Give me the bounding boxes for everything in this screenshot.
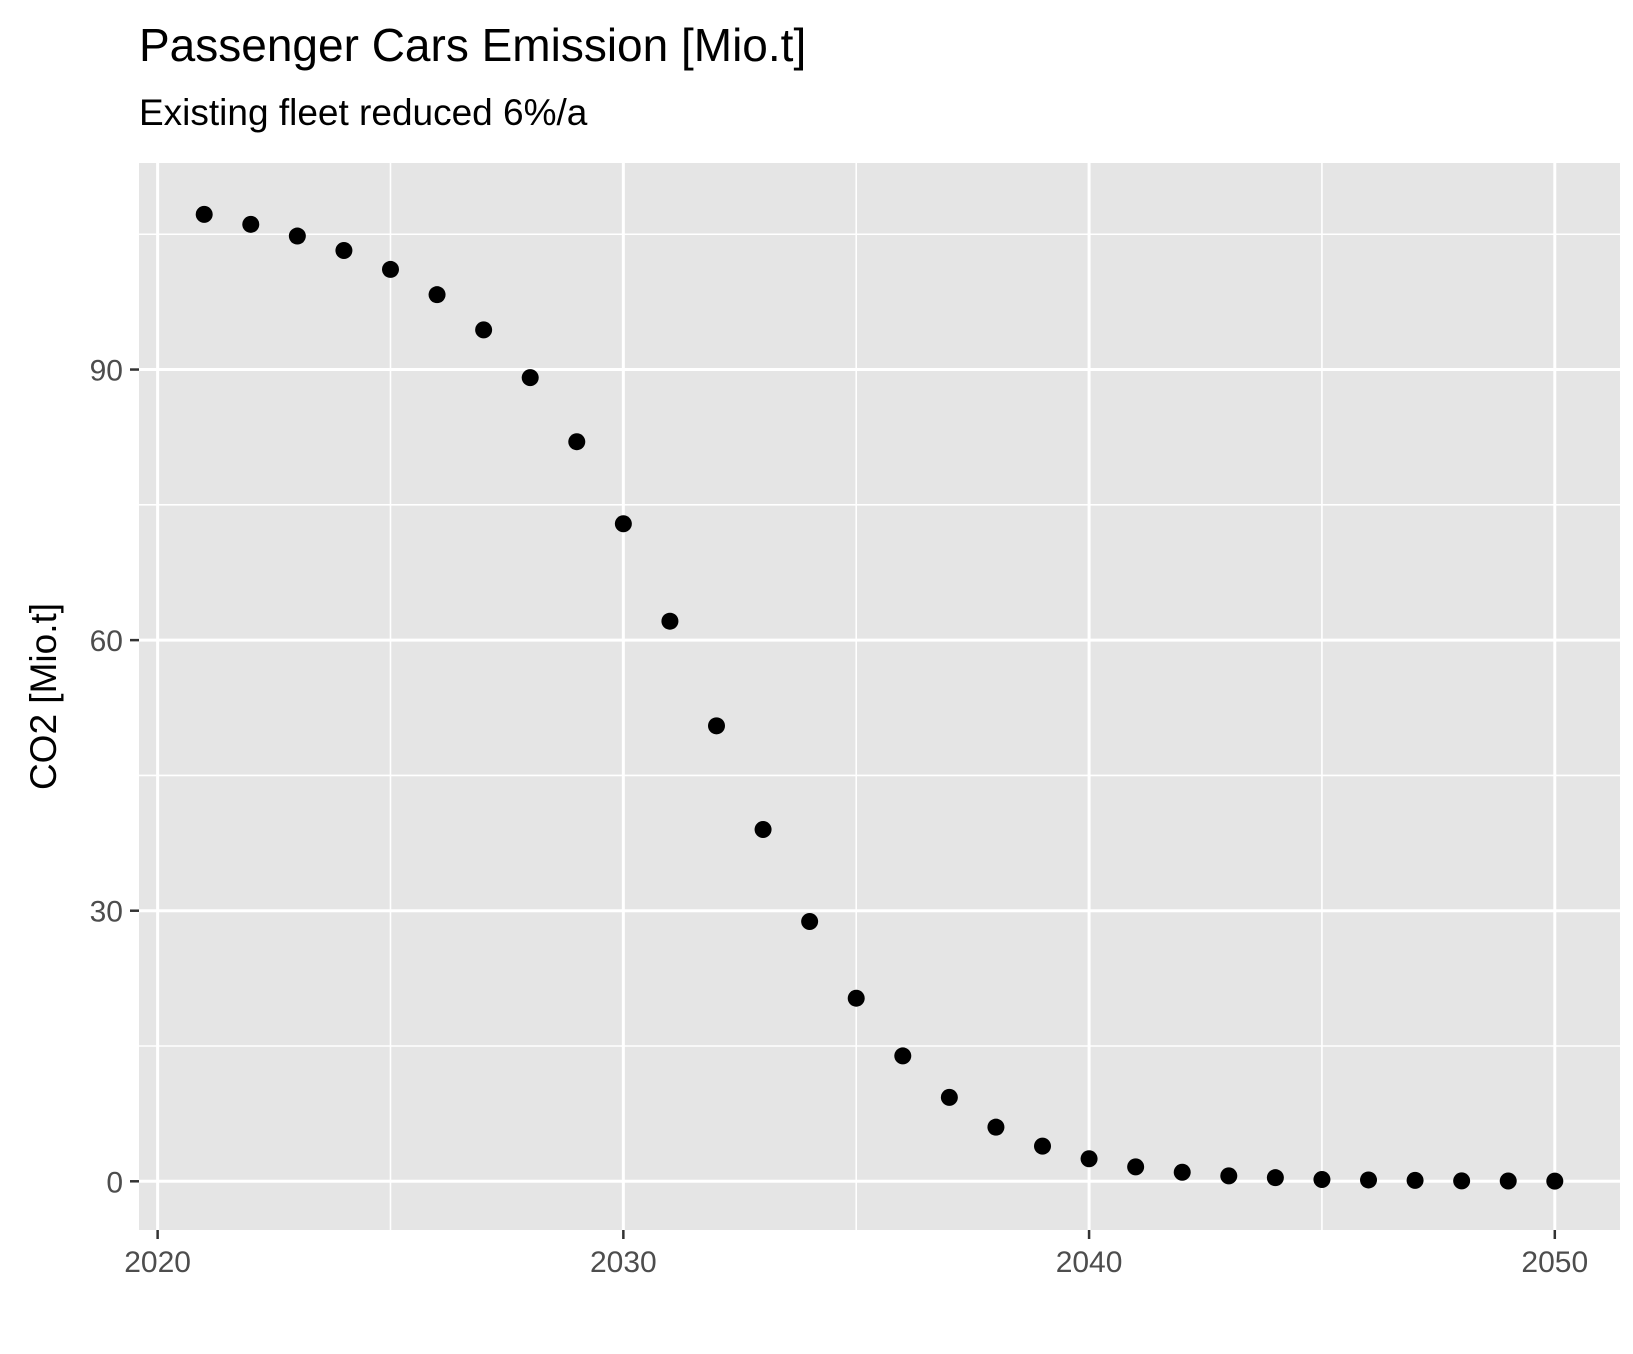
data-point [1173, 1163, 1191, 1181]
data-point [987, 1118, 1005, 1136]
data-point [661, 612, 679, 630]
data-point [1406, 1171, 1424, 1189]
data-point [475, 321, 493, 339]
data-point [940, 1088, 958, 1106]
data-point [1453, 1172, 1471, 1190]
y-tick-label: 90 [90, 355, 123, 388]
y-tick-label: 60 [90, 625, 123, 658]
data-point [801, 913, 819, 931]
data-point [242, 215, 260, 233]
y-axis-label: CO2 [Mio.t] [23, 603, 64, 790]
data-point [521, 369, 539, 387]
data-point [754, 821, 772, 839]
data-point [1034, 1137, 1052, 1155]
data-point [335, 241, 353, 259]
x-tick-label: 2050 [1521, 1246, 1588, 1279]
data-point [568, 433, 586, 451]
data-point [1546, 1172, 1564, 1190]
data-point [1499, 1172, 1517, 1190]
data-point [1313, 1170, 1331, 1188]
data-point [1266, 1169, 1284, 1187]
data-point [428, 286, 446, 304]
data-point [1080, 1150, 1098, 1168]
x-tick-label: 2040 [1056, 1246, 1123, 1279]
data-point [1360, 1171, 1378, 1189]
chart-subtitle: Existing fleet reduced 6%/a [139, 92, 588, 133]
plot-panel [139, 163, 1620, 1230]
data-point [894, 1047, 912, 1065]
data-point [1127, 1158, 1145, 1176]
data-point [614, 515, 632, 533]
data-point [381, 260, 399, 278]
data-point [195, 205, 213, 223]
data-point [288, 227, 306, 245]
data-point [1220, 1167, 1238, 1185]
x-tick-label: 2030 [590, 1246, 657, 1279]
data-point [707, 717, 725, 735]
data-point [847, 989, 865, 1007]
chart-title: Passenger Cars Emission [Mio.t] [139, 19, 807, 71]
y-tick-label: 30 [90, 896, 123, 929]
y-tick-label: 0 [106, 1166, 123, 1199]
x-tick-label: 2020 [124, 1246, 191, 1279]
